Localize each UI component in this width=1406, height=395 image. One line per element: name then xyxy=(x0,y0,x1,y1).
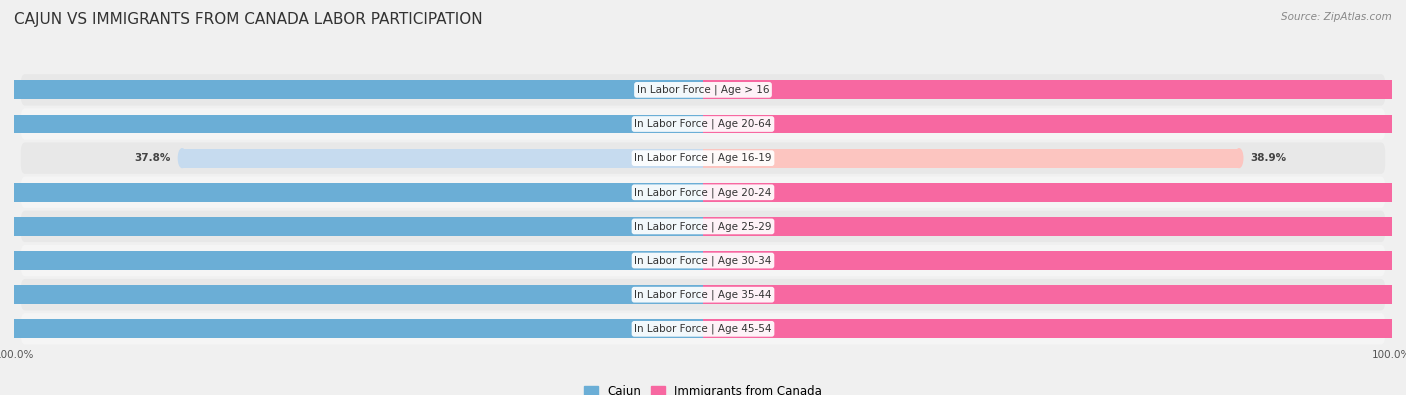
Bar xyxy=(703,251,1406,270)
Bar xyxy=(703,285,1406,304)
Bar xyxy=(0,115,703,134)
Bar xyxy=(703,320,1406,338)
Text: In Labor Force | Age 30-34: In Labor Force | Age 30-34 xyxy=(634,255,772,266)
Text: In Labor Force | Age 20-64: In Labor Force | Age 20-64 xyxy=(634,119,772,129)
Bar xyxy=(703,183,1406,202)
Bar xyxy=(0,285,703,304)
Text: In Labor Force | Age > 16: In Labor Force | Age > 16 xyxy=(637,85,769,95)
Bar xyxy=(703,81,1406,99)
Bar xyxy=(183,149,703,167)
Text: In Labor Force | Age 16-19: In Labor Force | Age 16-19 xyxy=(634,153,772,164)
FancyBboxPatch shape xyxy=(21,108,1385,140)
FancyBboxPatch shape xyxy=(21,313,1385,344)
FancyBboxPatch shape xyxy=(21,245,1385,276)
Text: In Labor Force | Age 25-29: In Labor Force | Age 25-29 xyxy=(634,221,772,232)
FancyBboxPatch shape xyxy=(21,177,1385,208)
Bar xyxy=(0,320,703,338)
Text: 37.8%: 37.8% xyxy=(135,153,172,163)
Circle shape xyxy=(1236,149,1243,167)
Text: In Labor Force | Age 35-44: In Labor Force | Age 35-44 xyxy=(634,290,772,300)
Bar xyxy=(0,251,703,270)
Bar xyxy=(0,183,703,202)
FancyBboxPatch shape xyxy=(21,211,1385,242)
Bar xyxy=(703,115,1406,134)
FancyBboxPatch shape xyxy=(21,74,1385,105)
Text: 38.9%: 38.9% xyxy=(1250,153,1286,163)
FancyBboxPatch shape xyxy=(21,143,1385,174)
Text: In Labor Force | Age 45-54: In Labor Force | Age 45-54 xyxy=(634,324,772,334)
Legend: Cajun, Immigrants from Canada: Cajun, Immigrants from Canada xyxy=(579,380,827,395)
Text: In Labor Force | Age 20-24: In Labor Force | Age 20-24 xyxy=(634,187,772,198)
Text: CAJUN VS IMMIGRANTS FROM CANADA LABOR PARTICIPATION: CAJUN VS IMMIGRANTS FROM CANADA LABOR PA… xyxy=(14,12,482,27)
Bar xyxy=(703,149,1239,167)
Circle shape xyxy=(179,149,186,167)
Bar xyxy=(0,217,703,236)
FancyBboxPatch shape xyxy=(21,279,1385,310)
Bar xyxy=(0,81,703,99)
Text: Source: ZipAtlas.com: Source: ZipAtlas.com xyxy=(1281,12,1392,22)
Bar xyxy=(703,217,1406,236)
